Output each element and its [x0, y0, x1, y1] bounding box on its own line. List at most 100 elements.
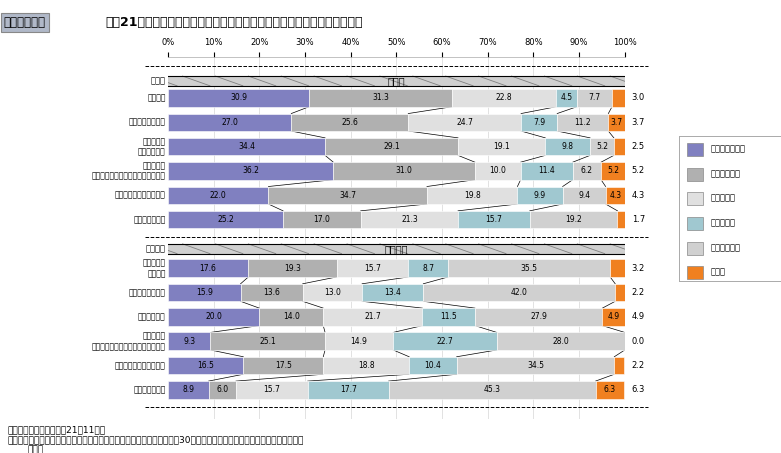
- Text: 36.2: 36.2: [242, 166, 259, 175]
- Bar: [409, 357, 457, 374]
- Bar: [427, 187, 518, 204]
- Text: 13.6: 13.6: [263, 288, 280, 297]
- Text: 無回答: 無回答: [711, 268, 726, 277]
- Bar: [687, 168, 703, 181]
- Bar: [475, 308, 602, 326]
- Bar: [241, 284, 303, 301]
- Text: 6.2: 6.2: [581, 166, 593, 175]
- Text: 24.7: 24.7: [456, 118, 473, 127]
- Text: 17.5: 17.5: [275, 361, 292, 370]
- Text: 4.9: 4.9: [608, 313, 619, 321]
- Text: 17.7: 17.7: [340, 386, 357, 395]
- Text: 資料：内閣府調べ（平成21年11月）: 資料：内閣府調べ（平成21年11月）: [8, 426, 106, 435]
- Text: 13.4: 13.4: [384, 288, 401, 297]
- Polygon shape: [168, 244, 625, 254]
- Text: 34.4: 34.4: [238, 142, 255, 151]
- Text: 29.1: 29.1: [383, 142, 400, 151]
- Text: 27.0: 27.0: [221, 118, 238, 127]
- Bar: [687, 242, 703, 255]
- Text: （注）日本海溝・千島海溝周辺海溝型地震の地域については，回答数が30社以下とサンプル数が少ないため参考値として: （注）日本海溝・千島海溝周辺海溝型地震の地域については，回答数が30社以下とサン…: [8, 436, 304, 445]
- Text: 6.3: 6.3: [604, 386, 616, 395]
- Text: 4.5: 4.5: [561, 93, 572, 102]
- Text: 大企業: 大企業: [151, 77, 166, 86]
- Bar: [168, 138, 325, 155]
- Bar: [423, 308, 475, 326]
- Text: 東海地震: 東海地震: [147, 93, 166, 102]
- Bar: [687, 217, 703, 230]
- Bar: [602, 308, 625, 326]
- Text: 所在していない: 所在していない: [134, 215, 166, 224]
- Text: 策定済みである: 策定済みである: [711, 145, 746, 154]
- Bar: [168, 162, 333, 180]
- Text: 東南海・南海地震: 東南海・南海地震: [129, 288, 166, 297]
- Text: 22.0: 22.0: [210, 191, 226, 200]
- Bar: [562, 187, 605, 204]
- Text: 平成21年度　「地震」に関する地域別・企業規模別（大企業，中堅企業）: 平成21年度 「地震」に関する地域別・企業規模別（大企業，中堅企業）: [105, 16, 363, 29]
- Text: 15.9: 15.9: [196, 288, 212, 297]
- Text: 中堅企業: 中堅企業: [384, 244, 408, 254]
- Bar: [577, 89, 612, 107]
- Text: 6.3: 6.3: [632, 386, 645, 395]
- Bar: [168, 260, 248, 277]
- Bar: [408, 260, 448, 277]
- Text: 31.0: 31.0: [396, 166, 412, 175]
- Bar: [590, 138, 614, 155]
- Text: 0.0: 0.0: [632, 337, 645, 346]
- Bar: [168, 211, 283, 228]
- Text: 16.5: 16.5: [197, 361, 214, 370]
- Bar: [615, 357, 624, 374]
- Text: 2.5: 2.5: [632, 142, 645, 151]
- Text: 首都直下地震: 首都直下地震: [138, 313, 166, 321]
- Text: いる。: いる。: [27, 445, 44, 453]
- Bar: [601, 162, 625, 180]
- Text: 4.3: 4.3: [632, 191, 645, 200]
- Text: 14.9: 14.9: [351, 337, 368, 346]
- Text: 22.7: 22.7: [437, 337, 454, 346]
- Bar: [309, 89, 452, 107]
- Bar: [608, 114, 626, 131]
- Bar: [168, 308, 259, 326]
- Bar: [168, 284, 241, 301]
- Bar: [269, 187, 427, 204]
- Bar: [605, 187, 626, 204]
- Text: 15.7: 15.7: [486, 215, 502, 224]
- Text: 19.2: 19.2: [565, 215, 582, 224]
- Text: 25.6: 25.6: [341, 118, 358, 127]
- Text: 中堅企業: 中堅企業: [145, 244, 166, 253]
- Text: 5.2: 5.2: [596, 142, 608, 151]
- Bar: [283, 211, 361, 228]
- Text: 大企業: 大企業: [387, 76, 405, 86]
- Text: （参考値）
首都直下地震: （参考値） 首都直下地震: [138, 137, 166, 156]
- Bar: [497, 333, 625, 350]
- Text: 14.0: 14.0: [283, 313, 300, 321]
- Text: 4.3: 4.3: [609, 191, 622, 200]
- Bar: [408, 114, 521, 131]
- Bar: [448, 260, 610, 277]
- Text: 8.9: 8.9: [182, 386, 194, 395]
- Text: 2.2: 2.2: [632, 361, 645, 370]
- Bar: [521, 162, 572, 180]
- Text: 所在していない: 所在していない: [134, 386, 166, 395]
- Text: 予定がある: 予定がある: [711, 194, 736, 203]
- Text: 28.0: 28.0: [552, 337, 569, 346]
- Text: 13.0: 13.0: [324, 288, 341, 297]
- Text: 9.3: 9.3: [183, 337, 195, 346]
- Bar: [452, 89, 556, 107]
- Text: 15.7: 15.7: [364, 264, 381, 273]
- Text: 19.8: 19.8: [464, 191, 480, 200]
- Bar: [323, 308, 423, 326]
- Text: 中四国・近畿圏直下地震: 中四国・近畿圏直下地震: [115, 361, 166, 370]
- Bar: [210, 333, 325, 350]
- Bar: [475, 162, 521, 180]
- Bar: [168, 187, 269, 204]
- Text: 11.5: 11.5: [440, 313, 457, 321]
- Bar: [572, 162, 601, 180]
- Bar: [687, 193, 703, 206]
- Bar: [259, 308, 323, 326]
- Bar: [209, 381, 236, 399]
- Text: 42.0: 42.0: [511, 288, 528, 297]
- Text: 5.2: 5.2: [607, 166, 619, 175]
- Text: 21.3: 21.3: [401, 215, 418, 224]
- Text: 25.2: 25.2: [217, 215, 234, 224]
- Text: 11.4: 11.4: [538, 166, 555, 175]
